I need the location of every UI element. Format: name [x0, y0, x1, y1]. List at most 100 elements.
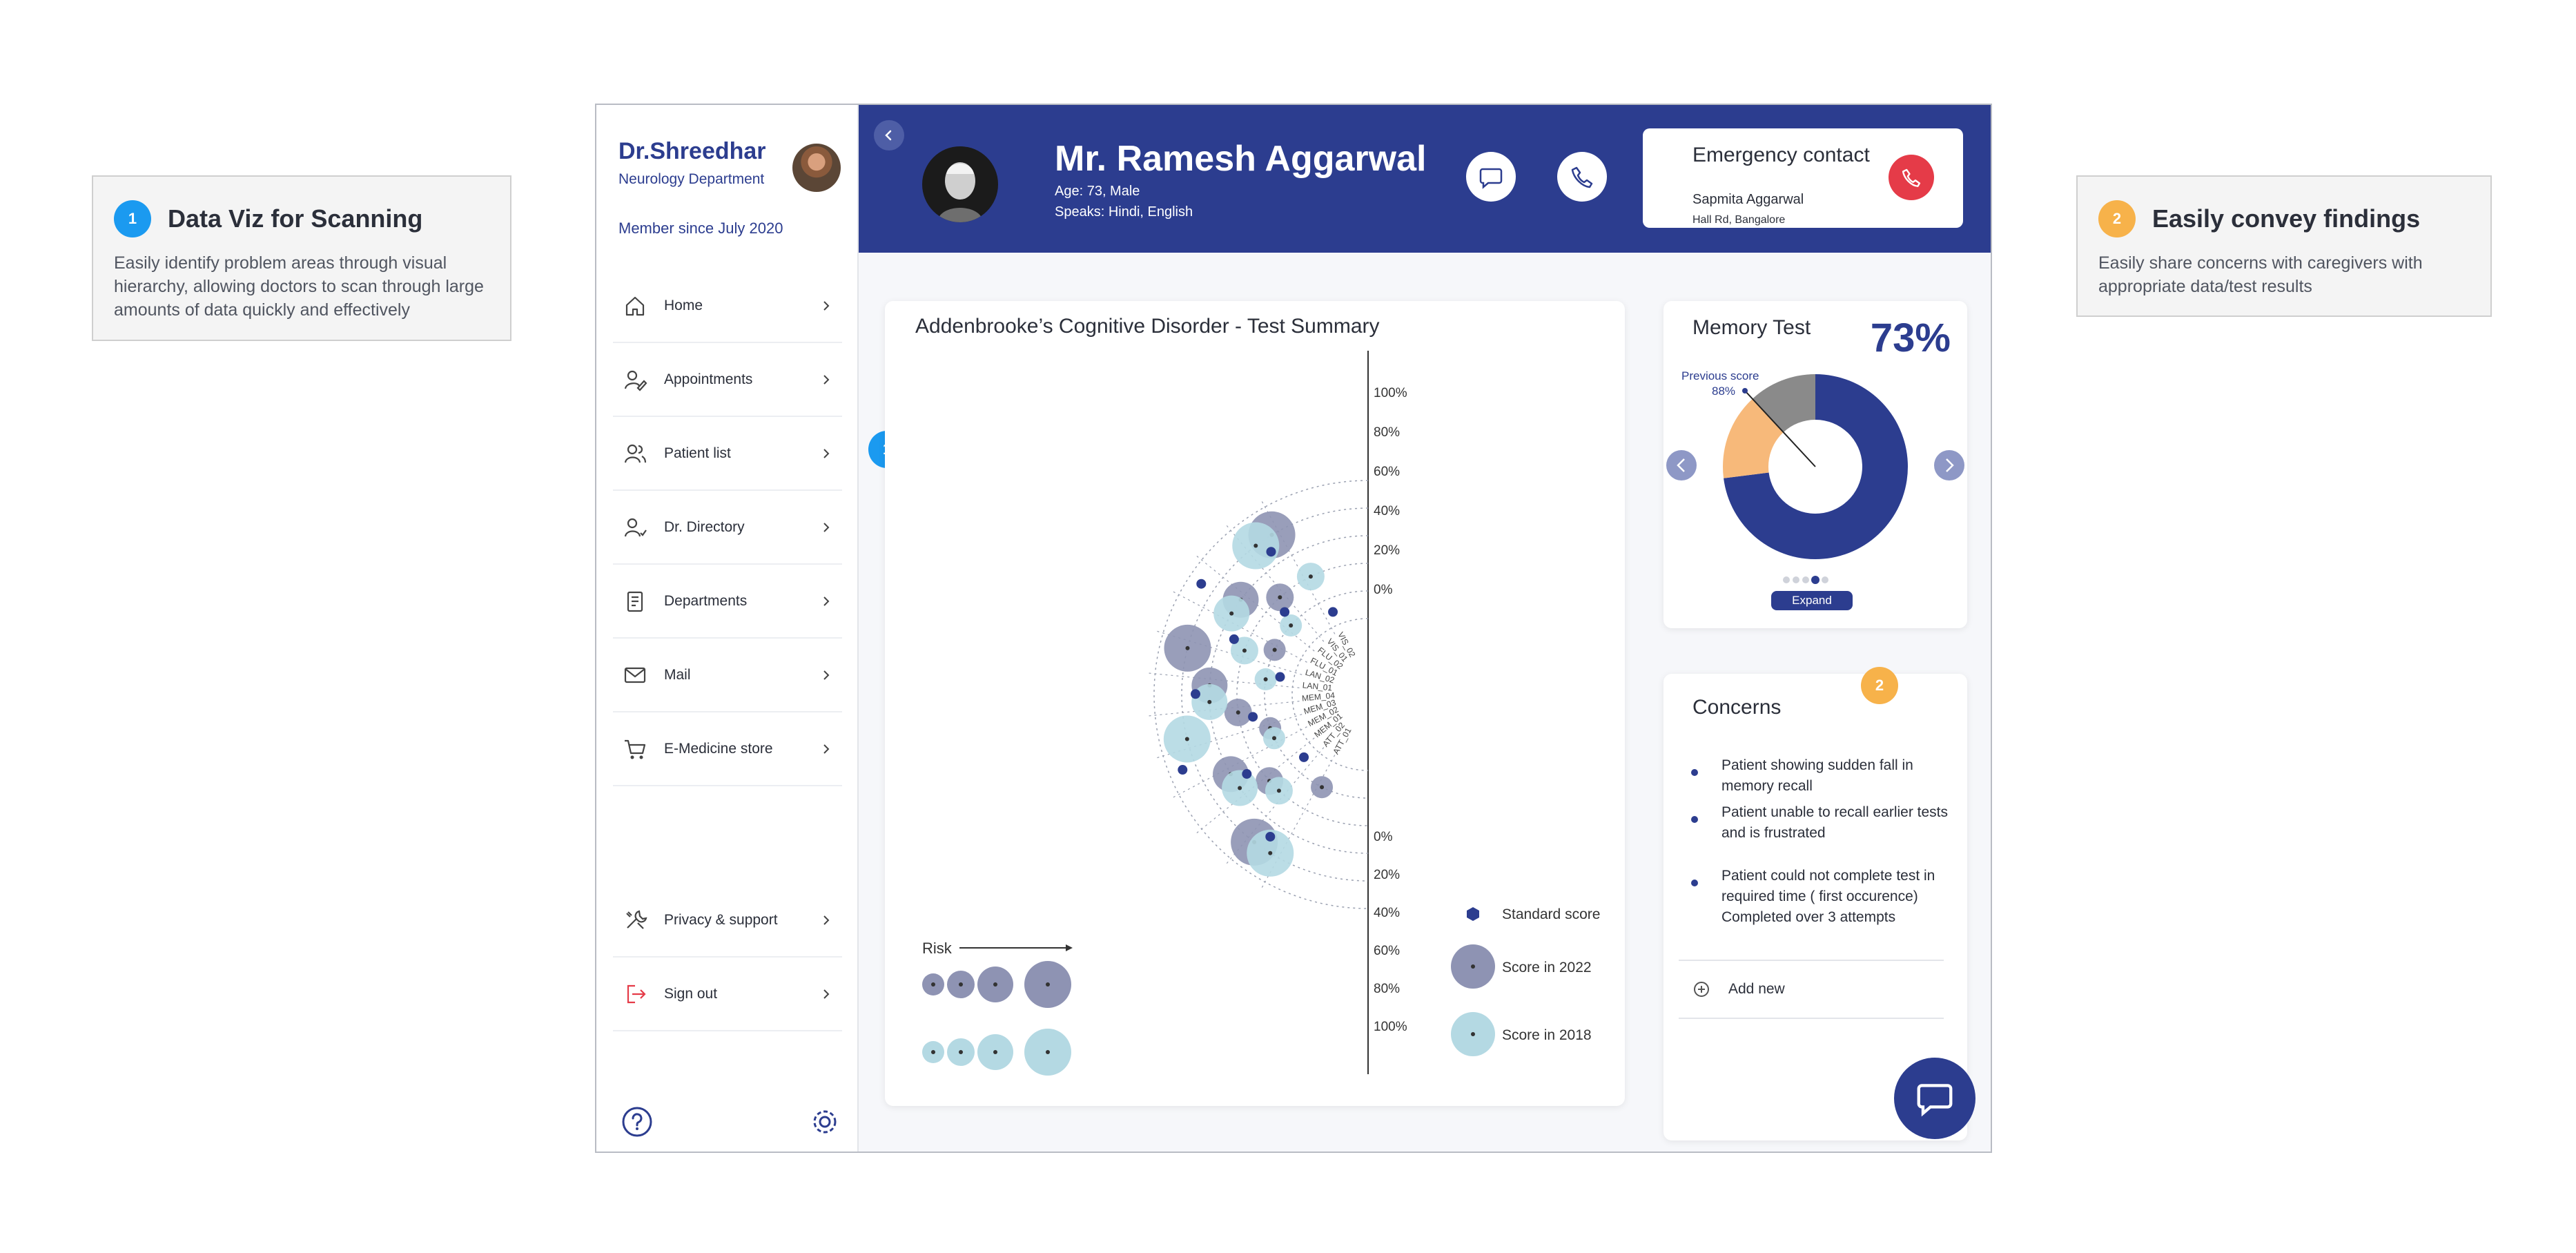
cognitive-radial-chart: 100%80%60%40%20%0%0%20%40%60%80%100%VIS_… [922, 351, 1600, 1076]
concern-item: Patient could not complete test in requi… [1691, 866, 1953, 928]
risk-scale-bubble-center [931, 1050, 935, 1054]
chart-tick-label: 60% [1374, 944, 1400, 958]
chart-standard-point [1248, 712, 1258, 722]
previous-score-pointer [1744, 390, 1816, 467]
chart-standard-point [1299, 752, 1309, 762]
phone-icon [1571, 166, 1593, 188]
chevron-right-icon [823, 596, 830, 606]
legend-label: Score in 2018 [1502, 1027, 1592, 1043]
add-new-label: Add new [1728, 981, 1785, 997]
sidebar-item-sign-out[interactable]: Sign out [613, 958, 842, 1031]
chart-bubble-center [1272, 736, 1277, 741]
patient-languages: Speaks: Hindi, English [1055, 204, 1193, 220]
patient-header: Mr. Ramesh Aggarwal Age: 73, Male Speaks… [859, 105, 1991, 253]
donut-segment [1752, 374, 1815, 433]
member-since: Member since July 2020 [618, 220, 783, 237]
chart-bubble-center [1276, 788, 1281, 793]
chart-standard-point [1242, 769, 1252, 779]
chart-standard-point [1191, 689, 1201, 699]
legend-standard-marker [1467, 907, 1479, 921]
chevron-left-icon [1677, 458, 1685, 472]
chevron-right-icon [1946, 458, 1954, 472]
chart-standard-point [1266, 547, 1276, 557]
carousel-dot [1783, 576, 1790, 583]
sidebar-item-privacy-support[interactable]: Privacy & support [613, 884, 842, 958]
chart-tick-label: 100% [1374, 1020, 1407, 1034]
chevron-left-icon [885, 130, 892, 141]
legend-label: Score in 2022 [1502, 960, 1592, 975]
back-button[interactable] [874, 120, 904, 150]
sidebar-item-departments[interactable]: Departments [613, 565, 842, 639]
emergency-call-button[interactable] [1889, 155, 1934, 200]
risk-scale-bubble-center [931, 982, 935, 987]
chart-bubble-center [1185, 645, 1190, 650]
chart-tick-label: 100% [1374, 386, 1407, 400]
legend-marker-center [1471, 1032, 1475, 1036]
sidebar-item-dr-directory[interactable]: Dr. Directory [613, 491, 842, 565]
memory-donut-chart: Previous score 88% [1666, 369, 1964, 584]
sidebar-item-home[interactable]: Home [613, 269, 842, 343]
chart-tick-label: 40% [1374, 504, 1400, 518]
chart-standard-point [1178, 765, 1188, 775]
chart-bubble-center [1308, 574, 1313, 579]
patient-list-icon [624, 444, 647, 463]
chart-standard-point [1280, 607, 1290, 617]
sidebar-item-label: Home [664, 297, 703, 313]
chart-standard-point [1275, 672, 1285, 682]
memory-test-card: Memory Test 73% Previous score 88% Expand [1663, 301, 1967, 628]
sidebar-item-label: Patient list [664, 445, 731, 461]
previous-score-value: 88% [1712, 385, 1735, 398]
chevron-right-icon [823, 374, 830, 385]
sidebar-item-appointments[interactable]: Appointments [613, 343, 842, 417]
emergency-address: Hall Rd, Bangalore [1692, 214, 1786, 226]
chat-button[interactable] [1894, 1058, 1975, 1139]
bullet-icon [1691, 880, 1698, 886]
callout-body: Easily share concerns with caregivers wi… [2098, 253, 2423, 296]
sidebar-item-label: Mail [664, 666, 691, 683]
chevron-right-icon [823, 448, 830, 458]
callout-title: Easily convey findings [2152, 204, 2421, 233]
emergency-title: Emergency contact [1692, 144, 1870, 166]
memory-test-title: Memory Test [1692, 316, 1811, 339]
chevron-right-icon [823, 300, 830, 311]
risk-arrowhead [1066, 944, 1073, 951]
chart-bubble-center [1289, 623, 1294, 628]
risk-label: Risk [922, 940, 953, 957]
chart-tick-label: 20% [1374, 868, 1400, 882]
sidebar-item-e-medicine-store[interactable]: E-Medicine store [613, 712, 842, 786]
concern-item: Patient unable to recall earlier tests a… [1691, 802, 1953, 844]
message-button[interactable] [1466, 152, 1516, 202]
expand-button[interactable]: Expand [1771, 591, 1853, 610]
sidebar-item-patient-list[interactable]: Patient list [613, 417, 842, 491]
directory-icon [624, 518, 647, 536]
settings-icon[interactable] [808, 1105, 842, 1139]
chart-category-label: LAN_01 [1302, 680, 1333, 692]
concerns-marker-badge: 2 [1861, 667, 1898, 704]
chart-bubble-center [1236, 710, 1240, 715]
carousel-dot [1793, 576, 1799, 583]
chart-bubble-center [1184, 737, 1189, 741]
add-new-button[interactable]: Add new [1679, 960, 1944, 1019]
sidebar-item-mail[interactable]: Mail [613, 639, 842, 712]
callout-body: Easily identify problem areas through vi… [114, 253, 484, 320]
carousel-prev-button [1666, 450, 1697, 480]
mail-icon [624, 667, 646, 683]
doctor-name: Dr.Shreedhar [618, 138, 766, 164]
chart-tick-label: 20% [1374, 543, 1400, 558]
help-icon[interactable] [620, 1105, 654, 1139]
chevron-right-icon [823, 744, 830, 754]
concern-text: Patient showing sudden fall in memory re… [1721, 757, 1913, 794]
chart-category-label: MEM_04 [1301, 690, 1335, 703]
app-window: Dr.Shreedhar Neurology Department Member… [595, 104, 1992, 1153]
chart-standard-point [1196, 579, 1207, 589]
callout-number-badge: 1 [114, 200, 151, 237]
concern-text: Patient could not complete test in requi… [1721, 868, 1935, 925]
sidebar-item-label: Sign out [664, 985, 718, 1002]
emergency-name: Sapmita Aggarwal [1692, 192, 1804, 207]
chart-bubble-center [1229, 611, 1234, 616]
call-button[interactable] [1557, 152, 1607, 202]
concern-text: Patient unable to recall earlier tests a… [1721, 804, 1949, 841]
doctor-avatar[interactable] [792, 144, 841, 192]
chart-bubble-center [1263, 677, 1268, 682]
